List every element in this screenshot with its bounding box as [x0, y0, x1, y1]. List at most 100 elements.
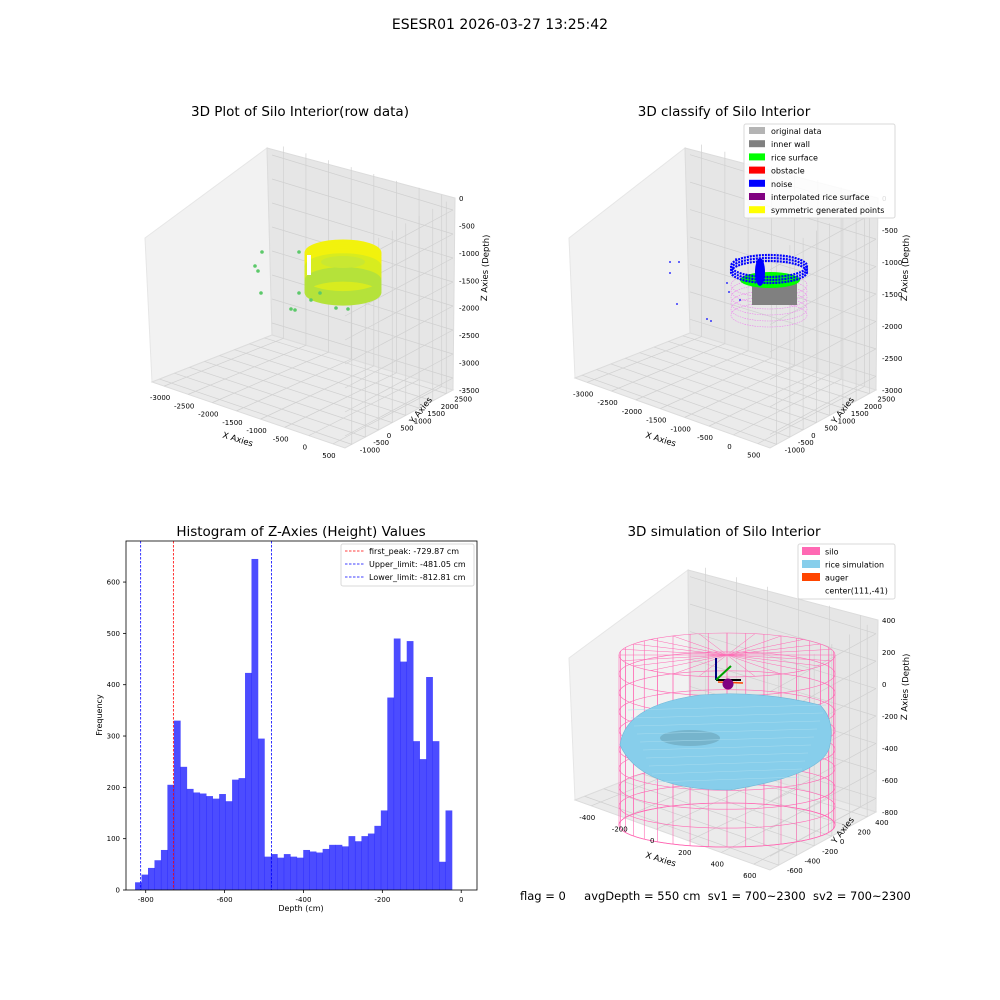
z-tick-label: -1000: [882, 259, 902, 267]
grid-line: [769, 743, 877, 802]
noise-point: [728, 291, 730, 293]
grid-line: [653, 346, 843, 409]
legend-label: first_peak: -729.87 cm: [369, 547, 459, 556]
scatter-point: [289, 307, 293, 311]
legend-label: noise: [771, 180, 792, 189]
noise-column: [755, 258, 765, 286]
y-tick-label: 2000: [864, 403, 882, 411]
grid-line: [769, 797, 877, 857]
x-tick-label: -200: [612, 826, 628, 834]
histogram-bar: [354, 841, 362, 890]
y-tick-label: -1000: [785, 446, 805, 454]
noise-point: [676, 303, 678, 305]
grid-line: [344, 281, 454, 341]
grid-line: [163, 338, 284, 387]
simulation-3d-panel: 3D simulation of Silo Interior -400-2000…: [568, 524, 912, 880]
x-tick-label: -400: [579, 814, 595, 822]
histogram-bar: [160, 849, 168, 890]
scatter-point: [334, 306, 338, 310]
histogram-bar: [367, 833, 375, 890]
legend-label: center(111,-41): [825, 587, 888, 596]
silo-spoke: [622, 654, 728, 661]
histogram-bar: [180, 766, 188, 890]
grid-line: [159, 378, 352, 445]
legend-box: [797, 543, 896, 600]
simulation-3d-xlabel: X Axies: [644, 851, 677, 870]
grid-line: [733, 379, 842, 436]
x-tick-label: 0: [303, 444, 307, 452]
silo-spoke: [726, 654, 756, 677]
grid-line: [596, 369, 790, 438]
silo-spoke: [650, 654, 728, 671]
figure-title: ESESR01 2026-03-27 13:25:42: [391, 17, 609, 33]
grid-line: [689, 209, 877, 267]
y-tick-label: 400: [875, 819, 888, 827]
y-tick-label: 100: [107, 835, 120, 843]
rice-mesh: [648, 760, 806, 767]
grid-line: [769, 348, 877, 408]
grid-line: [308, 379, 420, 436]
silo-spoke: [650, 639, 728, 656]
y-tick-label: 2500: [877, 396, 895, 404]
grid-line: [689, 576, 877, 635]
inner-wall: [752, 283, 797, 305]
grid-line: [682, 335, 870, 394]
y-tick-label: 0: [387, 432, 391, 440]
rice-surface: [619, 693, 832, 791]
histogram-bar: [270, 854, 278, 890]
histogram-bar: [303, 849, 311, 890]
histogram-legend: first_peak: -729.87 cm Upper_limit: -481.…: [340, 543, 475, 587]
status-flag: flag = 0: [520, 889, 566, 903]
grid-line: [689, 658, 877, 717]
grid-line: [584, 795, 779, 866]
z-tick-label: -400: [882, 745, 898, 753]
legend-swatch: [749, 166, 765, 174]
grid-line: [174, 372, 366, 438]
x-tick-label: -2500: [597, 399, 617, 407]
x-tick-label: -500: [273, 435, 289, 443]
grid-line: [769, 633, 877, 693]
center-marker: [722, 678, 734, 690]
z-tick-label: -3500: [459, 387, 479, 395]
grid-line: [249, 343, 433, 402]
histogram-bar: [439, 861, 446, 890]
x-tick-label: -2000: [198, 411, 218, 419]
grid-line: [271, 178, 454, 235]
classify-3d-title: 3D classify of Silo Interior: [638, 104, 811, 120]
x-tick-label: -500: [697, 434, 713, 442]
legend-swatch: [802, 560, 820, 568]
grid-line: [622, 780, 815, 847]
simulation-3d-z-ticks: 400 200 0 -200 -400 -600 -800: [882, 617, 898, 817]
status-avg-depth: avgDepth = 550 cm: [584, 889, 701, 903]
z-tick-label: -2000: [459, 305, 479, 313]
histogram-bar: [154, 860, 162, 890]
classify-3d-x-ticks: -3000 -2500 -2000 -1500 -1000 -500 0 500: [573, 390, 760, 459]
histogram-bar: [406, 641, 414, 890]
noise-point: [726, 282, 728, 284]
status-sv1: sv1 = 700~2300: [707, 889, 806, 903]
scatter-point: [256, 269, 260, 273]
histogram-bar: [193, 792, 201, 890]
legend-box: [340, 543, 475, 587]
x-tick-label: 500: [322, 452, 335, 460]
histogram-bar: [206, 796, 213, 890]
histogram-panel: Histogram of Z-Axies (Height) Values -80…: [95, 524, 478, 913]
histogram-x-ticks: -800 -600 -400 -200 0: [138, 890, 463, 904]
classify-3d-zlabel: Z Axies (Depth): [900, 234, 912, 301]
grid-line: [264, 337, 447, 394]
histogram-bar: [283, 854, 291, 890]
histogram-bar: [173, 720, 181, 890]
classify-3d-grid: [582, 144, 877, 445]
legend-swatch: [749, 193, 765, 200]
histogram-bar: [245, 672, 252, 890]
silo-ring: [618, 802, 836, 848]
noise-point: [739, 299, 741, 301]
histogram-bar: [257, 738, 265, 890]
status-sv2: sv2 = 700~2300: [812, 889, 911, 903]
raw-3d-x-ticks: -3000 -2500 -2000 -1500 -1000 -500 0 500: [150, 394, 336, 460]
legend-label: rice surface: [771, 153, 818, 162]
y-tick-label: 2000: [441, 403, 459, 411]
x-tick-label: -1000: [246, 427, 266, 435]
status-line: flag = 0 avgDepth = 550 cm sv1 = 700~230…: [520, 889, 911, 903]
